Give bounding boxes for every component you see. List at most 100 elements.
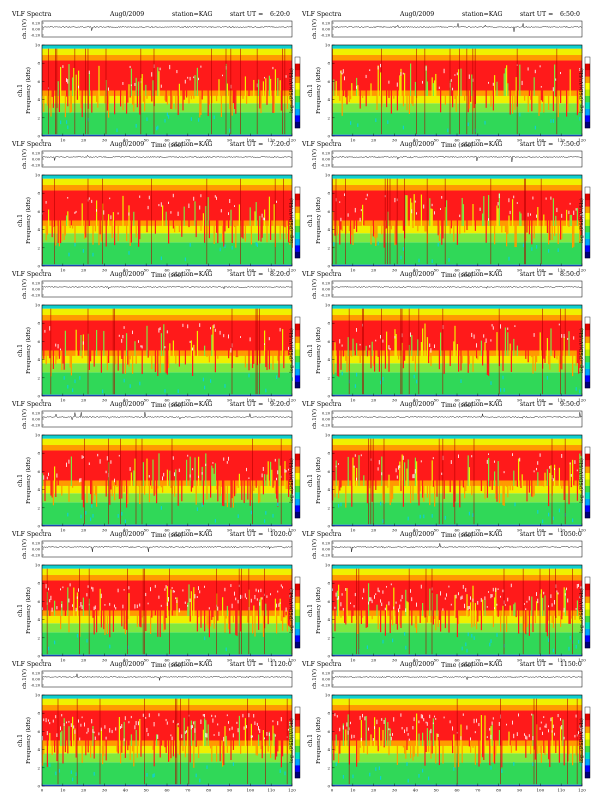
spectrogram-streak <box>189 456 191 486</box>
spectrogram-spike <box>238 568 240 655</box>
spectrogram-speckle <box>350 602 351 605</box>
spectrogram-speckle <box>404 632 406 636</box>
spectrogram-speckle <box>536 467 537 471</box>
spectrogram-streak <box>108 740 110 746</box>
spectrogram-spike <box>424 48 426 135</box>
spectrogram-speckle <box>574 734 576 738</box>
spectrogram-streak <box>130 472 132 486</box>
spectrogram-speckle <box>341 344 343 347</box>
spectrogram-speckle <box>189 598 191 603</box>
spectrogram-streak <box>81 350 83 359</box>
spectrogram-streak <box>165 740 167 753</box>
spectrogram-streak <box>88 350 90 370</box>
spectrogram-streak <box>290 90 292 107</box>
spectrogram-speckle <box>459 214 461 218</box>
spectrogram-speckle <box>412 474 414 479</box>
spectrogram-speckle <box>205 732 207 738</box>
channel-label: ch.1 <box>307 734 314 747</box>
spectrogram-band <box>332 242 582 265</box>
spectrogram-streak <box>103 330 105 356</box>
spectrogram-streak <box>416 610 418 633</box>
spectrogram-streak <box>283 610 285 618</box>
spectrogram-spike <box>241 568 242 655</box>
spectrogram-streak <box>467 610 469 617</box>
spectrogram-streak <box>560 220 562 240</box>
waveform-trace <box>42 412 292 421</box>
spectrogram-speckle <box>163 472 165 477</box>
time-tick-label: 0 <box>41 138 44 143</box>
spectrogram-speckle <box>488 591 489 593</box>
colorbar-segment <box>295 479 300 486</box>
spectrogram-streak <box>272 350 274 370</box>
spectrogram-streak <box>482 599 484 616</box>
spectrogram-speckle <box>93 606 95 611</box>
spectrogram-speckle <box>392 638 394 643</box>
spectrogram-speckle <box>279 602 281 604</box>
spectrogram-streak <box>410 63 412 96</box>
spectrogram-streak <box>78 70 80 96</box>
panel-title: VLF Spectra <box>11 531 52 538</box>
spectrogram-speckle <box>423 514 425 519</box>
colorbar-segment <box>295 82 300 90</box>
spectrogram-streak <box>396 90 398 111</box>
spectrogram-band <box>332 112 582 135</box>
spectrogram-spike <box>141 438 143 525</box>
spectrogram-speckle <box>536 214 537 218</box>
spectrogram-speckle <box>158 713 160 717</box>
spectrogram-streak <box>194 720 196 746</box>
spectrogram-speckle <box>199 205 201 210</box>
frequency-tick-label: 8 <box>327 451 330 456</box>
panel-date: Aug0/2009 <box>399 531 434 538</box>
spectrogram-speckle <box>148 713 150 718</box>
spectrogram-streak <box>72 77 74 96</box>
spectrogram-streak <box>52 220 54 228</box>
spectrogram-speckle <box>106 456 108 461</box>
spectrogram-speckle <box>262 466 264 471</box>
spectrogram-streak <box>238 473 240 486</box>
spectrogram-streak <box>202 480 204 505</box>
time-tick-label: 10 <box>350 658 356 663</box>
waveform-tick-label: -0.20 <box>321 684 331 688</box>
spectrogram-streak <box>375 480 377 490</box>
spectrogram-speckle <box>513 733 515 739</box>
spectrogram-speckle <box>390 583 392 586</box>
spectrogram-streak <box>406 468 408 486</box>
spectrogram-streak <box>190 591 192 616</box>
frequency-tick-label: 0 <box>37 654 40 659</box>
panel-station: station=KAG <box>462 401 503 408</box>
time-tick-label: 90 <box>227 528 233 533</box>
spectrogram-spike <box>400 308 402 395</box>
spectrogram-speckle <box>471 633 473 638</box>
spectrogram-speckle <box>419 514 421 519</box>
spectrogram-streak <box>100 729 102 746</box>
spectrogram-speckle <box>336 715 338 718</box>
spectrogram-speckle <box>461 595 463 600</box>
spectrogram-speckle <box>109 644 111 649</box>
spectrogram-streak <box>166 350 168 375</box>
spectrogram-streak <box>211 610 213 620</box>
spectrogram-streak <box>404 73 406 96</box>
spectrogram-streak <box>48 209 50 226</box>
spectrogram-streak <box>461 350 463 364</box>
spectrogram-spike <box>542 308 543 395</box>
spectrogram-streak <box>141 610 143 618</box>
spectrogram-streak <box>377 65 379 96</box>
colorbar-segment <box>295 121 300 129</box>
spectrogram-band <box>332 485 582 494</box>
spectrogram-speckle <box>135 721 137 726</box>
spectrogram-speckle <box>280 584 282 587</box>
spectrogram-speckle <box>256 722 258 726</box>
spectrogram-streak <box>402 350 404 369</box>
time-tick-label: 110 <box>267 788 275 792</box>
spectrogram-image <box>42 565 293 656</box>
spectrogram-speckle <box>382 590 384 594</box>
spectrogram-streak <box>539 740 541 753</box>
spectrogram-speckle <box>434 715 435 718</box>
spectrogram-speckle <box>548 729 549 733</box>
spectrogram-speckle <box>437 733 439 738</box>
panel-start-time: 6:20:0 <box>270 11 290 18</box>
spectrogram-streak <box>352 457 354 486</box>
waveform-tick-label: 0.20 <box>32 412 41 416</box>
spectrogram-speckle <box>579 389 581 394</box>
spectrogram-speckle <box>46 476 48 480</box>
